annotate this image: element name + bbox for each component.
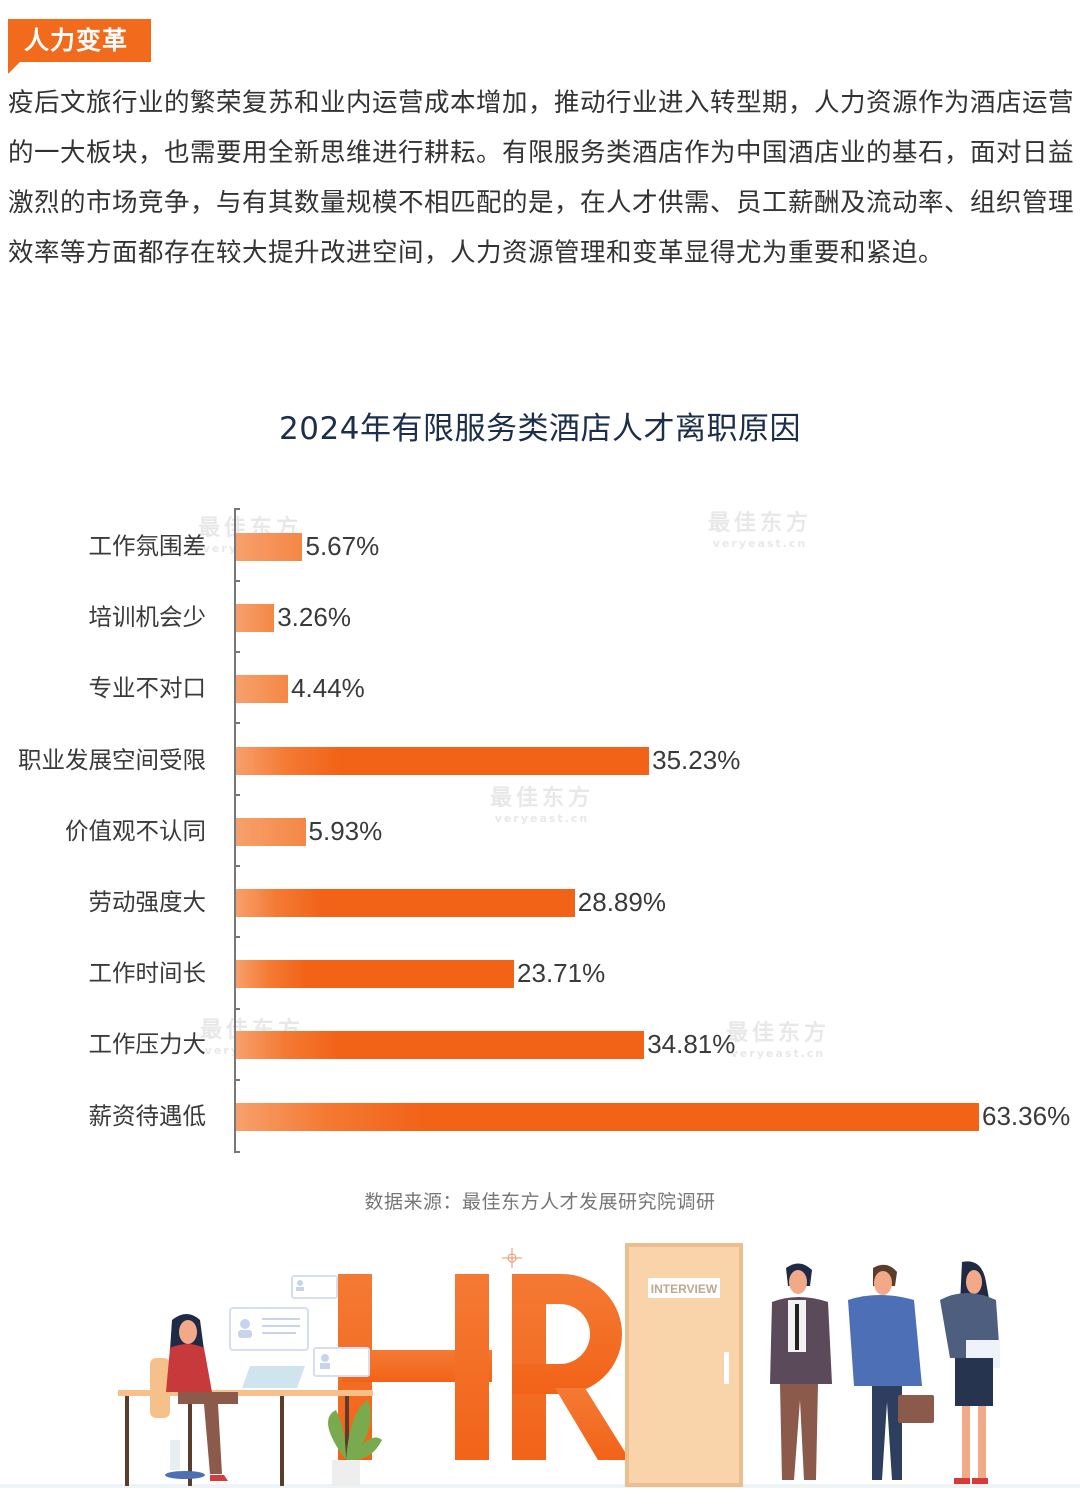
axis-tick (234, 508, 240, 510)
bar-row: 劳动强度大 28.89% (0, 887, 1080, 918)
hr-illustration: INTERVIEW (0, 1243, 1080, 1488)
bar-category-label: 工作压力大 (88, 1030, 207, 1059)
watermark: 最佳东方 veryeast.cn (482, 780, 602, 825)
axis-tick (234, 722, 240, 724)
bar-row: 工作压力大 34.81% (0, 1029, 1080, 1060)
bar-category-label: 培训机会少 (88, 603, 207, 632)
watermark: 最佳东方 veryeast.cn (718, 1015, 838, 1060)
bar-value-label: 5.93% (308, 815, 383, 846)
watermark-en: veryeast.cn (494, 812, 590, 825)
bar-row: 专业不对口 4.44% (0, 673, 1080, 704)
bar-category-label: 工作时间长 (88, 959, 207, 988)
bar (236, 960, 515, 989)
bar-value-label: 34.81% (647, 1029, 736, 1060)
watermark-cn: 最佳东方 (725, 1021, 830, 1046)
hr-letters (338, 1274, 630, 1460)
bar (236, 817, 306, 846)
bar (236, 1102, 979, 1131)
section-tag: 人力变革 (8, 19, 151, 62)
bar-row: 价值观不认同 5.93% (0, 816, 1080, 847)
axis-tick (234, 936, 240, 938)
watermark-en: veryeast.cn (730, 1047, 826, 1060)
watermark: 最佳东方 veryeast.cn (700, 505, 820, 550)
bar-row: 工作氛围差 5.67% (0, 531, 1080, 562)
bar (236, 604, 275, 633)
axis-tick (234, 865, 240, 867)
bar-value-label: 3.26% (277, 602, 351, 633)
axis-tick (234, 794, 240, 796)
section-tag-tail (8, 62, 20, 74)
axis-tick (234, 651, 240, 653)
bar-category-label: 价值观不认同 (65, 816, 206, 845)
bar-value-label: 4.44% (291, 673, 365, 704)
watermark-cn: 最佳东方 (707, 511, 812, 536)
bar-value-label: 35.23% (652, 744, 741, 775)
intro-paragraph: 疫后文旅行业的繁荣复苏和业内运营成本增加，推动行业进入转型期，人力资源作为酒店运… (8, 88, 1075, 268)
data-source-note: 数据来源：最佳东方人才发展研究院调研 (364, 1191, 716, 1213)
bar-row: 培训机会少 3.26% (0, 602, 1080, 633)
chart-title: 2024年有限服务类酒店人才离职原因 (279, 411, 801, 447)
bar (236, 1031, 645, 1060)
bar-value-label: 23.71% (517, 958, 606, 989)
bar-category-label: 薪资待遇低 (88, 1101, 207, 1130)
bar (236, 533, 303, 561)
bar-row: 工作时间长 23.71% (0, 958, 1080, 989)
watermark-en: veryeast.cn (712, 537, 808, 550)
bar-category-label: 工作氛围差 (88, 532, 207, 560)
bar (236, 746, 650, 775)
bar-value-label: 28.89% (577, 887, 666, 917)
door-sign: INTERVIEW (651, 1282, 718, 1296)
bar (236, 675, 289, 704)
bar-row: 职业发展空间受限 35.23% (0, 745, 1080, 776)
bar-category-label: 专业不对口 (88, 674, 207, 703)
y-axis-line (234, 508, 236, 1153)
bar (236, 889, 575, 917)
axis-tick (234, 1008, 240, 1010)
axis-tick (234, 1151, 240, 1153)
axis-tick (234, 1079, 240, 1081)
bar-row: 薪资待遇低 63.36% (0, 1101, 1080, 1132)
axis-tick (234, 580, 240, 582)
bar-value-label: 5.67% (305, 531, 380, 561)
watermark-cn: 最佳东方 (489, 786, 594, 811)
bar-value-label: 63.36% (982, 1100, 1071, 1131)
bar-category-label: 职业发展空间受限 (18, 745, 206, 774)
bar-category-label: 劳动强度大 (88, 888, 207, 916)
